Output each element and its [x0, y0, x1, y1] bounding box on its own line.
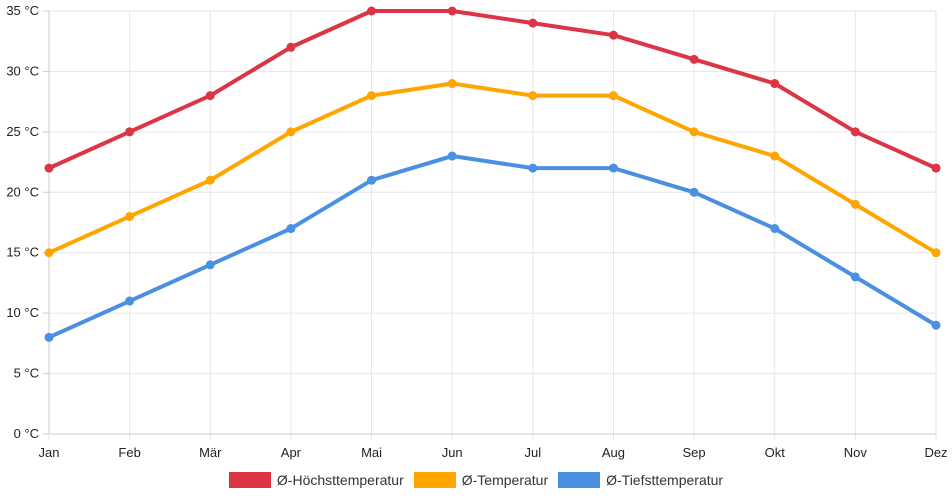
- chart-plot: 0 °C 5 °C 10 °C 15 °C 20 °C 25 °C 30 °C 35 °C J…: [6, 3, 948, 460]
- data-point[interactable]: [931, 163, 941, 173]
- data-point[interactable]: [447, 6, 457, 16]
- data-point[interactable]: [447, 79, 457, 89]
- data-point[interactable]: [608, 30, 618, 40]
- y-tick-label: 20 °C: [6, 184, 39, 199]
- y-tick-label: 30 °C: [6, 63, 39, 78]
- y-tick-label: 0 °C: [14, 426, 39, 441]
- data-point[interactable]: [447, 151, 457, 161]
- data-point[interactable]: [850, 272, 860, 282]
- data-point[interactable]: [367, 6, 377, 16]
- legend-item[interactable]: Ø-Tiefsttemperatur: [558, 472, 723, 488]
- legend-item[interactable]: Ø-Temperatur: [413, 472, 549, 488]
- legend-label: Ø-Tiefsttemperatur: [606, 472, 724, 488]
- data-point[interactable]: [931, 248, 941, 258]
- data-point[interactable]: [770, 79, 780, 89]
- x-tick-label: Jun: [442, 445, 463, 460]
- x-tick-label: Dez: [924, 445, 947, 460]
- series-line: [47, 154, 938, 340]
- legend-swatch: [558, 472, 601, 488]
- x-tick-label: Jan: [39, 445, 60, 460]
- x-tick-label: Jul: [525, 445, 542, 460]
- data-point[interactable]: [608, 163, 618, 173]
- data-point[interactable]: [205, 260, 215, 270]
- data-point[interactable]: [125, 211, 135, 221]
- data-point[interactable]: [850, 127, 860, 137]
- x-tick-label: Aug: [602, 445, 625, 460]
- data-point[interactable]: [367, 91, 377, 101]
- data-point[interactable]: [125, 127, 135, 137]
- y-tick-label: 15 °C: [6, 245, 39, 260]
- y-tick-label: 25 °C: [6, 124, 39, 139]
- data-point[interactable]: [528, 91, 538, 101]
- y-tick-label: 10 °C: [6, 305, 39, 320]
- data-point[interactable]: [931, 320, 941, 330]
- series-group: [44, 6, 941, 173]
- data-point[interactable]: [44, 163, 54, 173]
- y-tick-label: 5 °C: [14, 366, 39, 381]
- legend-swatch: [413, 472, 456, 488]
- x-tick-label: Apr: [281, 445, 302, 460]
- data-point[interactable]: [44, 332, 54, 342]
- x-tick-label: Mär: [199, 445, 222, 460]
- y-tick-label: 35 °C: [6, 3, 39, 18]
- series-lines: [44, 6, 941, 342]
- series-group: [44, 151, 941, 342]
- legend-label: Ø-Höchsttemperatur: [276, 472, 404, 488]
- legend-label: Ø-Temperatur: [461, 472, 549, 488]
- y-axis-ticks: 0 °C 5 °C 10 °C 15 °C 20 °C 25 °C 30 °C 35 °C: [6, 3, 39, 441]
- data-point[interactable]: [205, 91, 215, 101]
- x-tick-label: Nov: [844, 445, 868, 460]
- data-point[interactable]: [528, 163, 538, 173]
- data-point[interactable]: [44, 248, 54, 258]
- series-line: [47, 81, 938, 255]
- data-point[interactable]: [286, 42, 296, 52]
- data-point[interactable]: [286, 224, 296, 234]
- x-tick-label: Feb: [118, 445, 140, 460]
- grid-lines: [43, 10, 937, 440]
- data-point[interactable]: [528, 18, 538, 28]
- x-tick-label: Okt: [765, 445, 786, 460]
- x-tick-label: Sep: [683, 445, 706, 460]
- legend-swatch: [228, 472, 271, 488]
- data-point[interactable]: [770, 224, 780, 234]
- data-point[interactable]: [205, 175, 215, 185]
- x-tick-label: Mai: [361, 445, 382, 460]
- data-point[interactable]: [608, 91, 618, 101]
- data-point[interactable]: [689, 54, 699, 64]
- data-point[interactable]: [850, 199, 860, 209]
- data-point[interactable]: [125, 296, 135, 306]
- data-point[interactable]: [286, 127, 296, 137]
- data-point[interactable]: [689, 187, 699, 197]
- legend-item[interactable]: Ø-Höchsttemperatur: [228, 472, 404, 488]
- series-line: [47, 9, 938, 171]
- data-point[interactable]: [689, 127, 699, 137]
- series-group: [44, 79, 941, 258]
- x-axis-ticks: Jan Feb Mär Apr Mai Jun Jul Aug Sep Okt Nov Dez: [39, 445, 948, 460]
- data-point[interactable]: [770, 151, 780, 161]
- chart-legend: Ø-Höchsttemperatur Ø-Temperatur Ø-Tiefstte…: [0, 472, 952, 488]
- data-point[interactable]: [367, 175, 377, 185]
